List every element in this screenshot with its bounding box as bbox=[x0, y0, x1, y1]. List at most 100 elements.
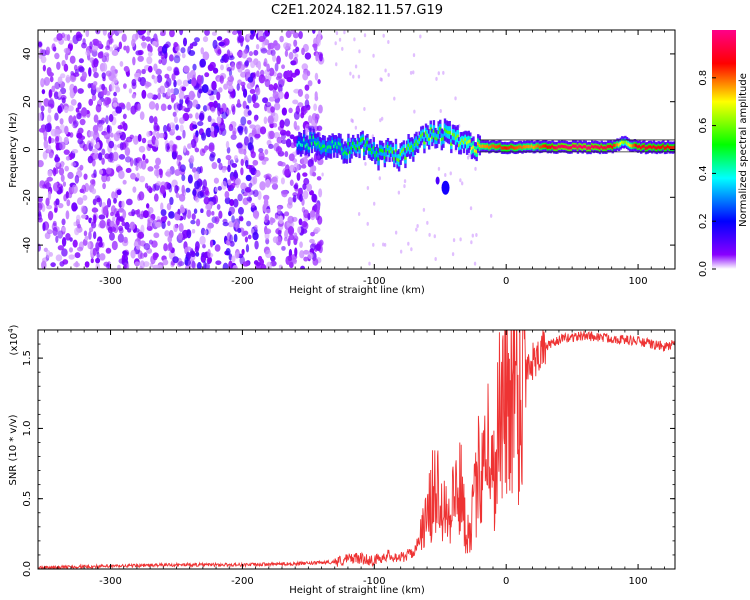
noise-speckle bbox=[250, 151, 256, 159]
noise-speckle bbox=[240, 167, 244, 176]
noise-speckle bbox=[166, 243, 173, 252]
noise-speckle bbox=[88, 227, 94, 233]
ridge-core bbox=[643, 144, 646, 148]
noise-speckle bbox=[42, 222, 46, 232]
noise-speckle bbox=[252, 189, 259, 198]
ridge-core bbox=[515, 146, 518, 150]
noise-speckle bbox=[122, 113, 127, 120]
noise-speckle bbox=[318, 104, 323, 114]
noise-speckle bbox=[204, 229, 208, 235]
noise-speckle bbox=[247, 94, 252, 104]
ridge-core bbox=[329, 145, 333, 149]
noise-speckle bbox=[97, 51, 104, 59]
noise-speckle bbox=[101, 157, 105, 165]
svg-text:(x104): (x104) bbox=[7, 324, 20, 355]
noise-speckle bbox=[108, 35, 113, 45]
noise-speckle bbox=[212, 67, 219, 74]
noise-speckle bbox=[167, 88, 171, 97]
noise-speckle bbox=[299, 241, 303, 248]
noise-speckle bbox=[181, 52, 186, 59]
noise-speckle bbox=[73, 221, 77, 227]
noise-speckle bbox=[194, 196, 200, 203]
ridge-blob bbox=[435, 176, 440, 185]
noise-speckle bbox=[156, 181, 162, 186]
noise-speckle bbox=[275, 145, 282, 155]
noise-speckle bbox=[156, 125, 160, 132]
noise-speckle bbox=[143, 252, 148, 258]
noise-speckle bbox=[71, 148, 79, 154]
noise-speckle bbox=[131, 78, 137, 87]
y-tick-label: 1.0 bbox=[22, 420, 33, 436]
noise-speckle bbox=[53, 91, 60, 100]
noise-speckle bbox=[252, 175, 258, 185]
noise-speckle bbox=[368, 261, 371, 266]
noise-speckle bbox=[100, 90, 105, 96]
ridge-core bbox=[427, 137, 431, 141]
noise-speckle bbox=[105, 45, 111, 51]
noise-speckle bbox=[237, 99, 241, 107]
noise-speckle bbox=[286, 76, 294, 83]
noise-speckle bbox=[334, 41, 337, 46]
noise-speckle bbox=[111, 49, 119, 57]
noise-speckle bbox=[56, 33, 63, 41]
noise-speckle bbox=[230, 176, 236, 182]
ridge-core bbox=[578, 144, 581, 148]
noise-speckle bbox=[215, 260, 222, 266]
noise-speckle bbox=[111, 240, 118, 251]
noise-speckle bbox=[263, 174, 270, 179]
noise-speckle bbox=[286, 202, 293, 209]
noise-speckle bbox=[309, 243, 317, 251]
noise-speckle bbox=[366, 221, 369, 226]
noise-speckle bbox=[293, 162, 300, 173]
noise-speckle bbox=[75, 260, 79, 268]
noise-speckle bbox=[196, 74, 203, 84]
noise-speckle bbox=[118, 225, 124, 232]
noise-speckle bbox=[363, 33, 367, 38]
noise-speckle bbox=[302, 183, 307, 191]
ridge-core bbox=[431, 135, 434, 139]
ridge-core bbox=[429, 127, 432, 131]
noise-speckle bbox=[393, 96, 396, 101]
ridge-core bbox=[423, 141, 426, 145]
noise-speckle bbox=[106, 90, 111, 96]
noise-speckle bbox=[70, 71, 74, 76]
noise-speckle bbox=[197, 190, 204, 199]
noise-speckle bbox=[357, 212, 361, 217]
ridge-core bbox=[499, 144, 502, 148]
noise-speckle bbox=[272, 91, 280, 99]
noise-speckle bbox=[207, 222, 214, 229]
noise-speckle bbox=[152, 183, 157, 192]
noise-speckle bbox=[192, 99, 199, 108]
noise-speckle bbox=[55, 254, 63, 262]
ridge-core bbox=[309, 135, 312, 139]
noise-speckle bbox=[237, 125, 244, 132]
noise-speckle bbox=[66, 199, 71, 207]
noise-speckle bbox=[252, 159, 259, 166]
ridge-core bbox=[483, 144, 486, 148]
noise-speckle bbox=[230, 182, 236, 189]
noise-speckle bbox=[449, 171, 452, 176]
noise-speckle bbox=[249, 124, 256, 129]
y-tick-label: 0 bbox=[22, 146, 33, 152]
noise-speckle bbox=[91, 94, 97, 102]
noise-speckle bbox=[161, 221, 166, 230]
ridge-core bbox=[320, 146, 323, 151]
noise-speckle bbox=[135, 50, 143, 56]
noise-speckle bbox=[285, 43, 292, 48]
noise-speckle bbox=[40, 105, 45, 112]
ridge-core bbox=[345, 151, 349, 156]
noise-speckle bbox=[259, 258, 265, 266]
noise-speckle bbox=[280, 78, 286, 85]
noise-speckle bbox=[207, 115, 212, 123]
heatmap-ridge bbox=[296, 118, 675, 195]
noise-speckle bbox=[40, 55, 47, 64]
noise-speckle bbox=[95, 242, 100, 252]
ridge-core bbox=[543, 144, 546, 148]
ridge-core bbox=[579, 145, 583, 149]
noise-speckle bbox=[399, 249, 403, 254]
ridge-core bbox=[370, 150, 374, 155]
noise-speckle bbox=[240, 116, 247, 126]
noise-speckle bbox=[92, 38, 99, 44]
noise-speckle bbox=[102, 62, 108, 72]
noise-speckle bbox=[95, 261, 100, 269]
